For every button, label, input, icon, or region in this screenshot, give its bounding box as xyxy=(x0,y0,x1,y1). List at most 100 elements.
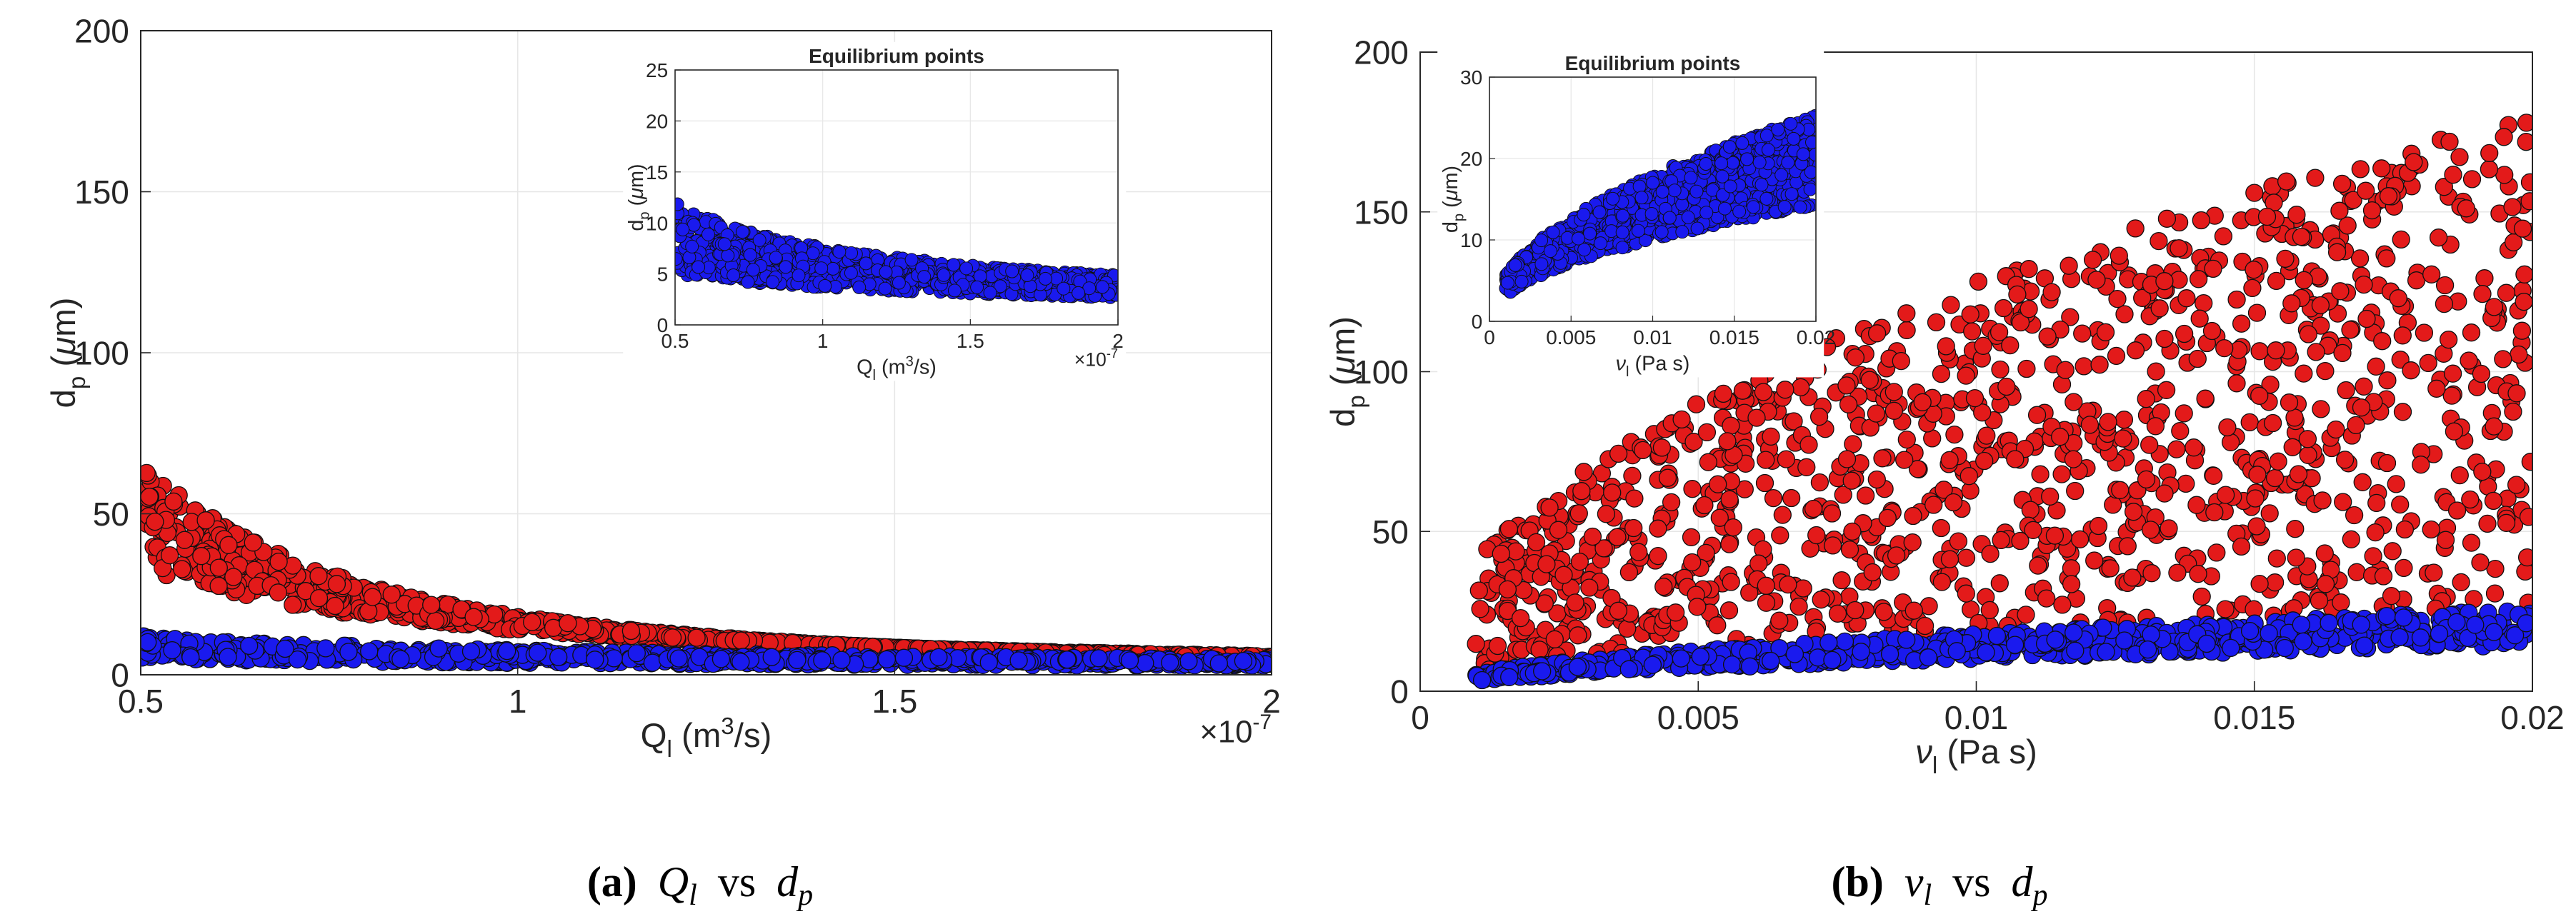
scatter-point xyxy=(2393,326,2412,345)
scatter-point xyxy=(1757,451,1775,469)
scatter-point xyxy=(240,636,259,656)
scatter-point xyxy=(1957,366,1975,385)
scatter-point xyxy=(2510,345,2528,364)
scatter-point xyxy=(2110,246,2128,265)
scatter-point xyxy=(1057,281,1071,296)
scatter-point xyxy=(1981,544,2000,563)
scatter-point xyxy=(2299,446,2317,464)
scatter-point xyxy=(1779,575,1797,594)
scatter-point xyxy=(2029,556,2047,575)
scatter-point xyxy=(1867,324,1887,343)
scatter-point xyxy=(1819,633,1838,652)
scatter-point xyxy=(1574,463,1593,481)
scatter-point xyxy=(832,651,851,669)
scatter-point xyxy=(2204,259,2222,278)
scatter-point xyxy=(2352,616,2370,634)
scatter-point xyxy=(993,279,1007,293)
scatter-point xyxy=(2020,300,2038,318)
scatter-point xyxy=(173,560,191,578)
scatter-point xyxy=(2187,496,2206,514)
scatter-point xyxy=(2337,381,2355,400)
scatter-point xyxy=(2377,606,2396,626)
scatter-point xyxy=(2202,321,2222,341)
scatter-point xyxy=(692,260,706,274)
scatter-point xyxy=(2066,641,2085,660)
scatter-point xyxy=(687,628,706,647)
scatter-point xyxy=(2107,346,2126,366)
scatter-point xyxy=(2366,523,2385,542)
scatter-point xyxy=(2175,324,2194,343)
scatter-point xyxy=(2038,327,2057,346)
scatter-point xyxy=(2486,559,2505,578)
scatter-point xyxy=(2089,516,2108,536)
scatter-point xyxy=(1840,540,1859,559)
scatter-point xyxy=(947,283,962,298)
scatter-point xyxy=(2005,636,2025,654)
scatter-point xyxy=(1619,660,1638,678)
scatter-point xyxy=(2246,489,2265,508)
scatter-point xyxy=(2017,359,2036,378)
points-a-main xyxy=(141,463,1272,675)
scatter-point xyxy=(1720,490,1739,508)
scatter-point xyxy=(832,245,847,259)
scatter-point xyxy=(2521,453,2532,471)
scatter-point xyxy=(2280,393,2299,412)
scatter-point xyxy=(1835,632,1854,651)
scatter-point xyxy=(192,547,211,566)
scatter-point xyxy=(1554,566,1573,584)
scatter-point xyxy=(1682,528,1701,547)
scatter-point xyxy=(1789,597,1808,616)
scatter-point xyxy=(559,614,577,633)
scatter-point xyxy=(2075,357,2093,376)
scatter-point xyxy=(727,268,741,282)
scatter-point xyxy=(2111,481,2130,499)
scatter-point xyxy=(327,575,346,593)
scatter-point xyxy=(735,225,749,239)
scatter-point xyxy=(1807,526,1826,545)
scatter-point xyxy=(1839,395,1858,413)
scatter-point xyxy=(2367,493,2386,513)
scatter-point xyxy=(2313,491,2332,510)
scatter-point xyxy=(779,260,793,274)
scatter-point xyxy=(1913,393,1932,411)
scatter-point xyxy=(1570,552,1589,571)
scatter-point xyxy=(2338,216,2357,235)
scatter-point xyxy=(1974,336,1992,355)
y-tick-label: 100 xyxy=(1354,353,1409,391)
scatter-point xyxy=(2287,206,2306,224)
scatter-point xyxy=(2155,484,2174,503)
scatter-point xyxy=(970,280,984,294)
y-tick-label: 150 xyxy=(1354,194,1409,231)
scatter-point xyxy=(1699,453,1717,471)
scatter-point xyxy=(1837,450,1857,468)
scatter-point xyxy=(762,648,781,666)
scatter-point xyxy=(1629,543,1648,561)
scatter-point xyxy=(2295,271,2313,289)
scatter-point xyxy=(1488,636,1507,656)
scatter-point xyxy=(2222,638,2240,658)
scatter-point xyxy=(1823,536,1842,555)
scatter-point xyxy=(2485,623,2503,641)
scatter-point xyxy=(1903,533,1922,552)
scatter-point xyxy=(2312,316,2330,335)
scatter-point xyxy=(276,639,294,658)
scatter-point xyxy=(879,265,893,279)
scatter-point xyxy=(2405,153,2423,171)
scatter-point xyxy=(1770,638,1789,658)
scatter-point xyxy=(2328,304,2347,323)
scatter-point xyxy=(826,261,840,276)
scatter-point xyxy=(2267,549,2286,568)
scatter-point xyxy=(1089,649,1108,668)
scatter-point xyxy=(1846,601,1864,620)
scatter-point xyxy=(1947,642,1966,661)
scatter-point xyxy=(2240,413,2259,432)
scatter-point xyxy=(2171,421,2190,441)
scatter-point xyxy=(2435,178,2453,196)
scatter-point xyxy=(743,248,757,262)
scatter-point xyxy=(2443,364,2462,383)
scatter-point xyxy=(2250,574,2269,593)
scatter-point xyxy=(2115,305,2134,323)
scatter-point xyxy=(288,650,307,669)
scatter-point xyxy=(818,278,832,293)
scatter-point xyxy=(2377,453,2397,473)
